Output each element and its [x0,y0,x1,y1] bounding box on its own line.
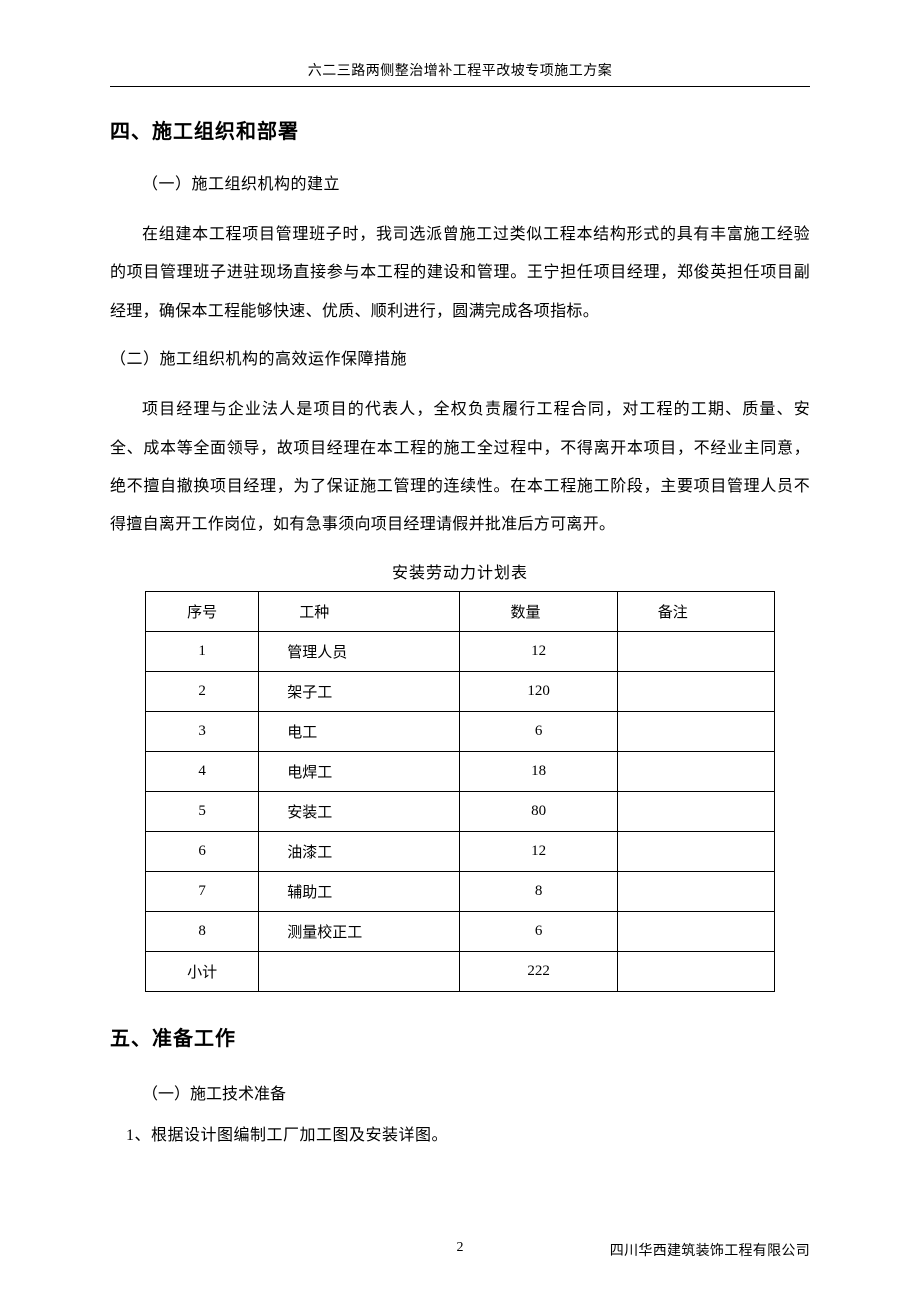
table-row: 4电焊工18 [146,751,775,791]
footer-company: 四川华西建筑装饰工程有限公司 [610,1240,810,1260]
table-cell-seq: 8 [146,911,259,951]
table-cell-seq: 3 [146,711,259,751]
table-cell-qty: 6 [460,911,617,951]
table-cell-seq: 4 [146,751,259,791]
table-cell-qty: 80 [460,791,617,831]
table-cell-note [617,791,774,831]
table-cell-note [617,631,774,671]
table-subtotal-row: 小计 222 [146,951,775,991]
table-cell-seq: 5 [146,791,259,831]
table-subtotal-label: 小计 [146,951,259,991]
table-subtotal-empty2 [617,951,774,991]
table-row: 7辅助工8 [146,871,775,911]
section-4-heading: 四、施工组织和部署 [110,115,810,144]
page-header-title: 六二三路两侧整治增补工程平改坡专项施工方案 [110,60,810,87]
table-cell-qty: 6 [460,711,617,751]
table-header-row: 序号 工种 数量 备注 [146,591,775,631]
table-subtotal-empty1 [259,951,460,991]
table-cell-type: 架子工 [259,671,460,711]
table-cell-type: 电焊工 [259,751,460,791]
section-4-sub1-paragraph: 在组建本工程项目管理班子时，我司选派曾施工过类似工程本结构形式的具有丰富施工经验… [110,216,810,331]
table-cell-type: 测量校正工 [259,911,460,951]
table-cell-qty: 18 [460,751,617,791]
table-cell-note [617,911,774,951]
table-cell-seq: 2 [146,671,259,711]
section-5-sub1-title: （一）施工技术准备 [110,1077,810,1112]
section-5-heading: 五、准备工作 [110,1022,810,1051]
table-header-note: 备注 [617,591,774,631]
table-cell-qty: 12 [460,631,617,671]
labor-table: 序号 工种 数量 备注 1管理人员122架子工1203电工64电焊工185安装工… [145,591,775,992]
table-row: 8测量校正工6 [146,911,775,951]
table-cell-type: 辅助工 [259,871,460,911]
table-cell-note [617,871,774,911]
table-cell-note [617,751,774,791]
table-cell-qty: 8 [460,871,617,911]
table-cell-note [617,671,774,711]
table-row: 5安装工80 [146,791,775,831]
table-cell-type: 安装工 [259,791,460,831]
page-footer: 2 四川华西建筑装饰工程有限公司 [110,1240,810,1260]
section-4-sub2-title: （二）施工组织机构的高效运作保障措施 [110,345,810,369]
table-cell-type: 电工 [259,711,460,751]
section-4-sub1-title: （一）施工组织机构的建立 [110,170,810,194]
table-cell-note [617,831,774,871]
page-number: 2 [457,1240,464,1256]
table-subtotal-qty: 222 [460,951,617,991]
table-cell-qty: 120 [460,671,617,711]
table-header-qty: 数量 [460,591,617,631]
table-row: 2架子工120 [146,671,775,711]
table-cell-note [617,711,774,751]
table-cell-type: 油漆工 [259,831,460,871]
table-cell-seq: 7 [146,871,259,911]
table-cell-type: 管理人员 [259,631,460,671]
table-cell-seq: 1 [146,631,259,671]
table-cell-seq: 6 [146,831,259,871]
table-header-seq: 序号 [146,591,259,631]
table-header-type: 工种 [259,591,460,631]
table-cell-qty: 12 [460,831,617,871]
section-5-item1: 1、根据设计图编制工厂加工图及安装详图。 [126,1118,810,1153]
labor-table-title: 安装劳动力计划表 [110,559,810,583]
table-row: 3电工6 [146,711,775,751]
table-row: 6油漆工12 [146,831,775,871]
section-4-sub2-paragraph: 项目经理与企业法人是项目的代表人，全权负责履行工程合同，对工程的工期、质量、安全… [110,391,810,545]
table-row: 1管理人员12 [146,631,775,671]
